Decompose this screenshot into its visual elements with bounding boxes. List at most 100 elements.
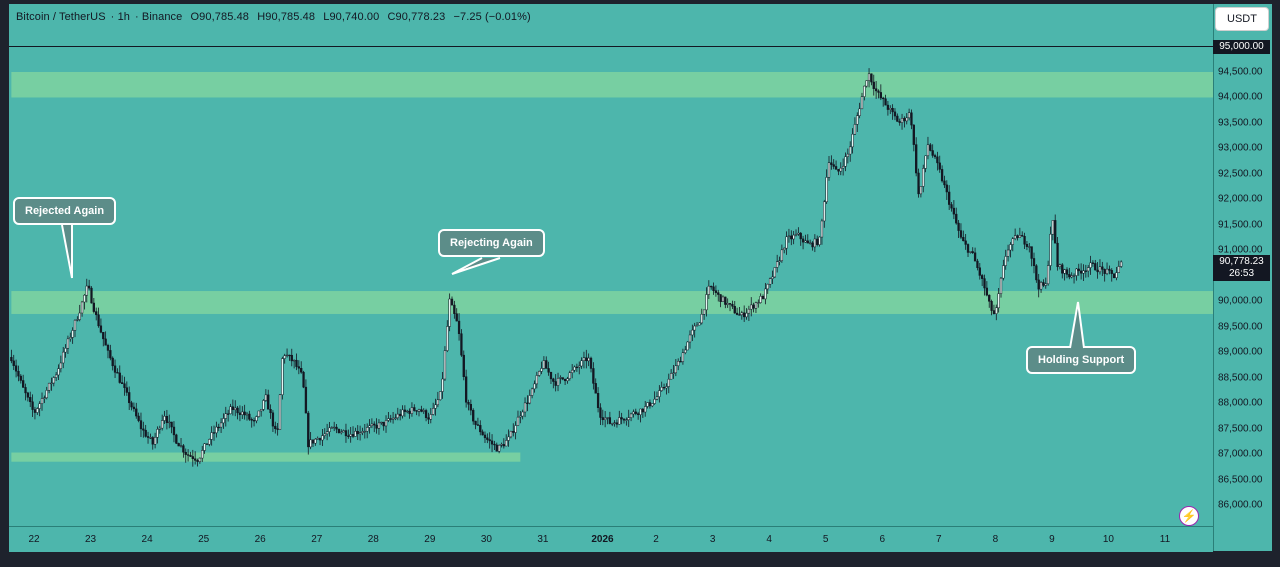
candle-body-191 (460, 333, 463, 356)
candle-body-75 (186, 454, 190, 456)
price-tick-label: 94,500.00 (1218, 66, 1263, 78)
candle-body-55 (139, 420, 143, 430)
candle-body-397 (945, 184, 948, 193)
candle-body-462 (1098, 266, 1102, 273)
candle-body-118 (288, 354, 291, 357)
candle-body-366 (872, 81, 875, 89)
candle-body-327 (780, 249, 784, 261)
support-resistance-zones (11, 72, 1213, 462)
price-tick-label: 91,500.00 (1218, 219, 1263, 231)
candle-body-205 (493, 443, 496, 446)
candle-body-128 (311, 439, 315, 444)
candle-body-385 (917, 172, 920, 195)
candle-body-98 (241, 411, 244, 415)
candle-body-309 (738, 314, 741, 316)
candle-body-313 (747, 308, 751, 314)
candle-body-156 (377, 422, 381, 429)
candle-body-260 (622, 418, 626, 421)
symbol-legend: Bitcoin / TetherUS · 1h · Binance O90,785.… (16, 11, 531, 23)
candle-body-65 (163, 416, 166, 421)
time-tick-label: 6 (879, 534, 886, 545)
candle-body-217 (521, 411, 524, 417)
candle-body-203 (488, 439, 491, 442)
candle-body-151 (366, 427, 369, 432)
time-tick-label: 28 (367, 534, 379, 545)
candle-body-153 (370, 423, 374, 426)
candle-body-459 (1091, 262, 1095, 264)
candle-body-438 (1042, 282, 1045, 286)
candle-body-77 (191, 456, 194, 459)
time-tick-label: 8 (992, 534, 999, 545)
candle-body-270 (646, 402, 649, 407)
candle-body-184 (443, 350, 447, 380)
candle-body-419 (997, 293, 1000, 309)
candle-body-381 (907, 112, 911, 119)
candle-body-263 (629, 413, 633, 418)
price-tick-label: 87,000.00 (1218, 448, 1263, 460)
candle-body-367 (874, 88, 878, 92)
candle-body-101 (248, 413, 251, 420)
candle-body-82 (203, 443, 206, 451)
candle-body-76 (189, 454, 192, 457)
candle-body-407 (969, 251, 972, 253)
candle-body-241 (578, 365, 581, 368)
time-tick-label: 27 (311, 534, 323, 545)
candle-body-92 (227, 413, 230, 415)
time-scale[interactable] (9, 526, 1213, 552)
candle-body-174 (420, 409, 423, 412)
candle-body-380 (905, 117, 908, 122)
candle-body-388 (924, 155, 927, 169)
candle-body-141 (342, 430, 345, 433)
candle-body-426 (1013, 235, 1017, 239)
candle-body-355 (846, 153, 849, 157)
candle-body-62 (156, 429, 159, 438)
candle-body-430 (1023, 236, 1026, 245)
time-tick-label: 7 (936, 534, 942, 545)
candle-body-343 (818, 236, 821, 245)
candle-body-19 (54, 374, 58, 378)
lightning-icon[interactable]: ⚡ (1179, 506, 1199, 526)
price-tick-label: 86,500.00 (1218, 474, 1263, 486)
candle-body-357 (851, 133, 854, 148)
candle-body-106 (259, 409, 263, 412)
candle-body-413 (983, 278, 986, 289)
candle-body-178 (429, 414, 432, 420)
candle-body-330 (787, 235, 791, 238)
candle-body-100 (245, 413, 249, 416)
candle-body-224 (538, 371, 541, 376)
candle-body-51 (130, 402, 133, 408)
candle-body-207 (497, 445, 501, 452)
candle-body-331 (790, 235, 793, 240)
candle-body-463 (1101, 266, 1104, 270)
price-chart[interactable] (9, 4, 1213, 526)
candle-body-375 (893, 111, 897, 117)
candle-body-361 (860, 96, 864, 110)
candle-body-139 (337, 428, 341, 434)
candle-body-306 (731, 304, 734, 307)
currency-button[interactable]: USDT (1216, 8, 1268, 30)
candle-body-341 (813, 238, 817, 248)
candle-body-400 (952, 207, 956, 215)
candle-body-383 (912, 124, 915, 145)
candle-body-399 (950, 204, 953, 209)
candle-body-325 (776, 261, 779, 268)
candle-body-420 (999, 277, 1003, 294)
candle-body-328 (783, 247, 786, 251)
candle-body-257 (615, 422, 619, 425)
candle-body-173 (417, 409, 421, 412)
candle-body-50 (128, 392, 131, 404)
candle-body-246 (589, 357, 593, 369)
candle-body-110 (269, 408, 272, 414)
candle-body-238 (571, 369, 574, 373)
candle-body-61 (153, 437, 157, 445)
candle-body-435 (1035, 265, 1038, 281)
time-tick-label: 25 (198, 534, 210, 545)
candle-body-320 (764, 288, 767, 300)
candle-body-351 (837, 169, 840, 172)
price-tick-label: 89,000.00 (1218, 346, 1263, 358)
candle-body-176 (424, 410, 428, 418)
candle-body-237 (568, 372, 571, 379)
candle-body-329 (785, 236, 788, 249)
candle-body-15 (45, 390, 48, 399)
price-tick-label: 89,500.00 (1218, 321, 1263, 333)
